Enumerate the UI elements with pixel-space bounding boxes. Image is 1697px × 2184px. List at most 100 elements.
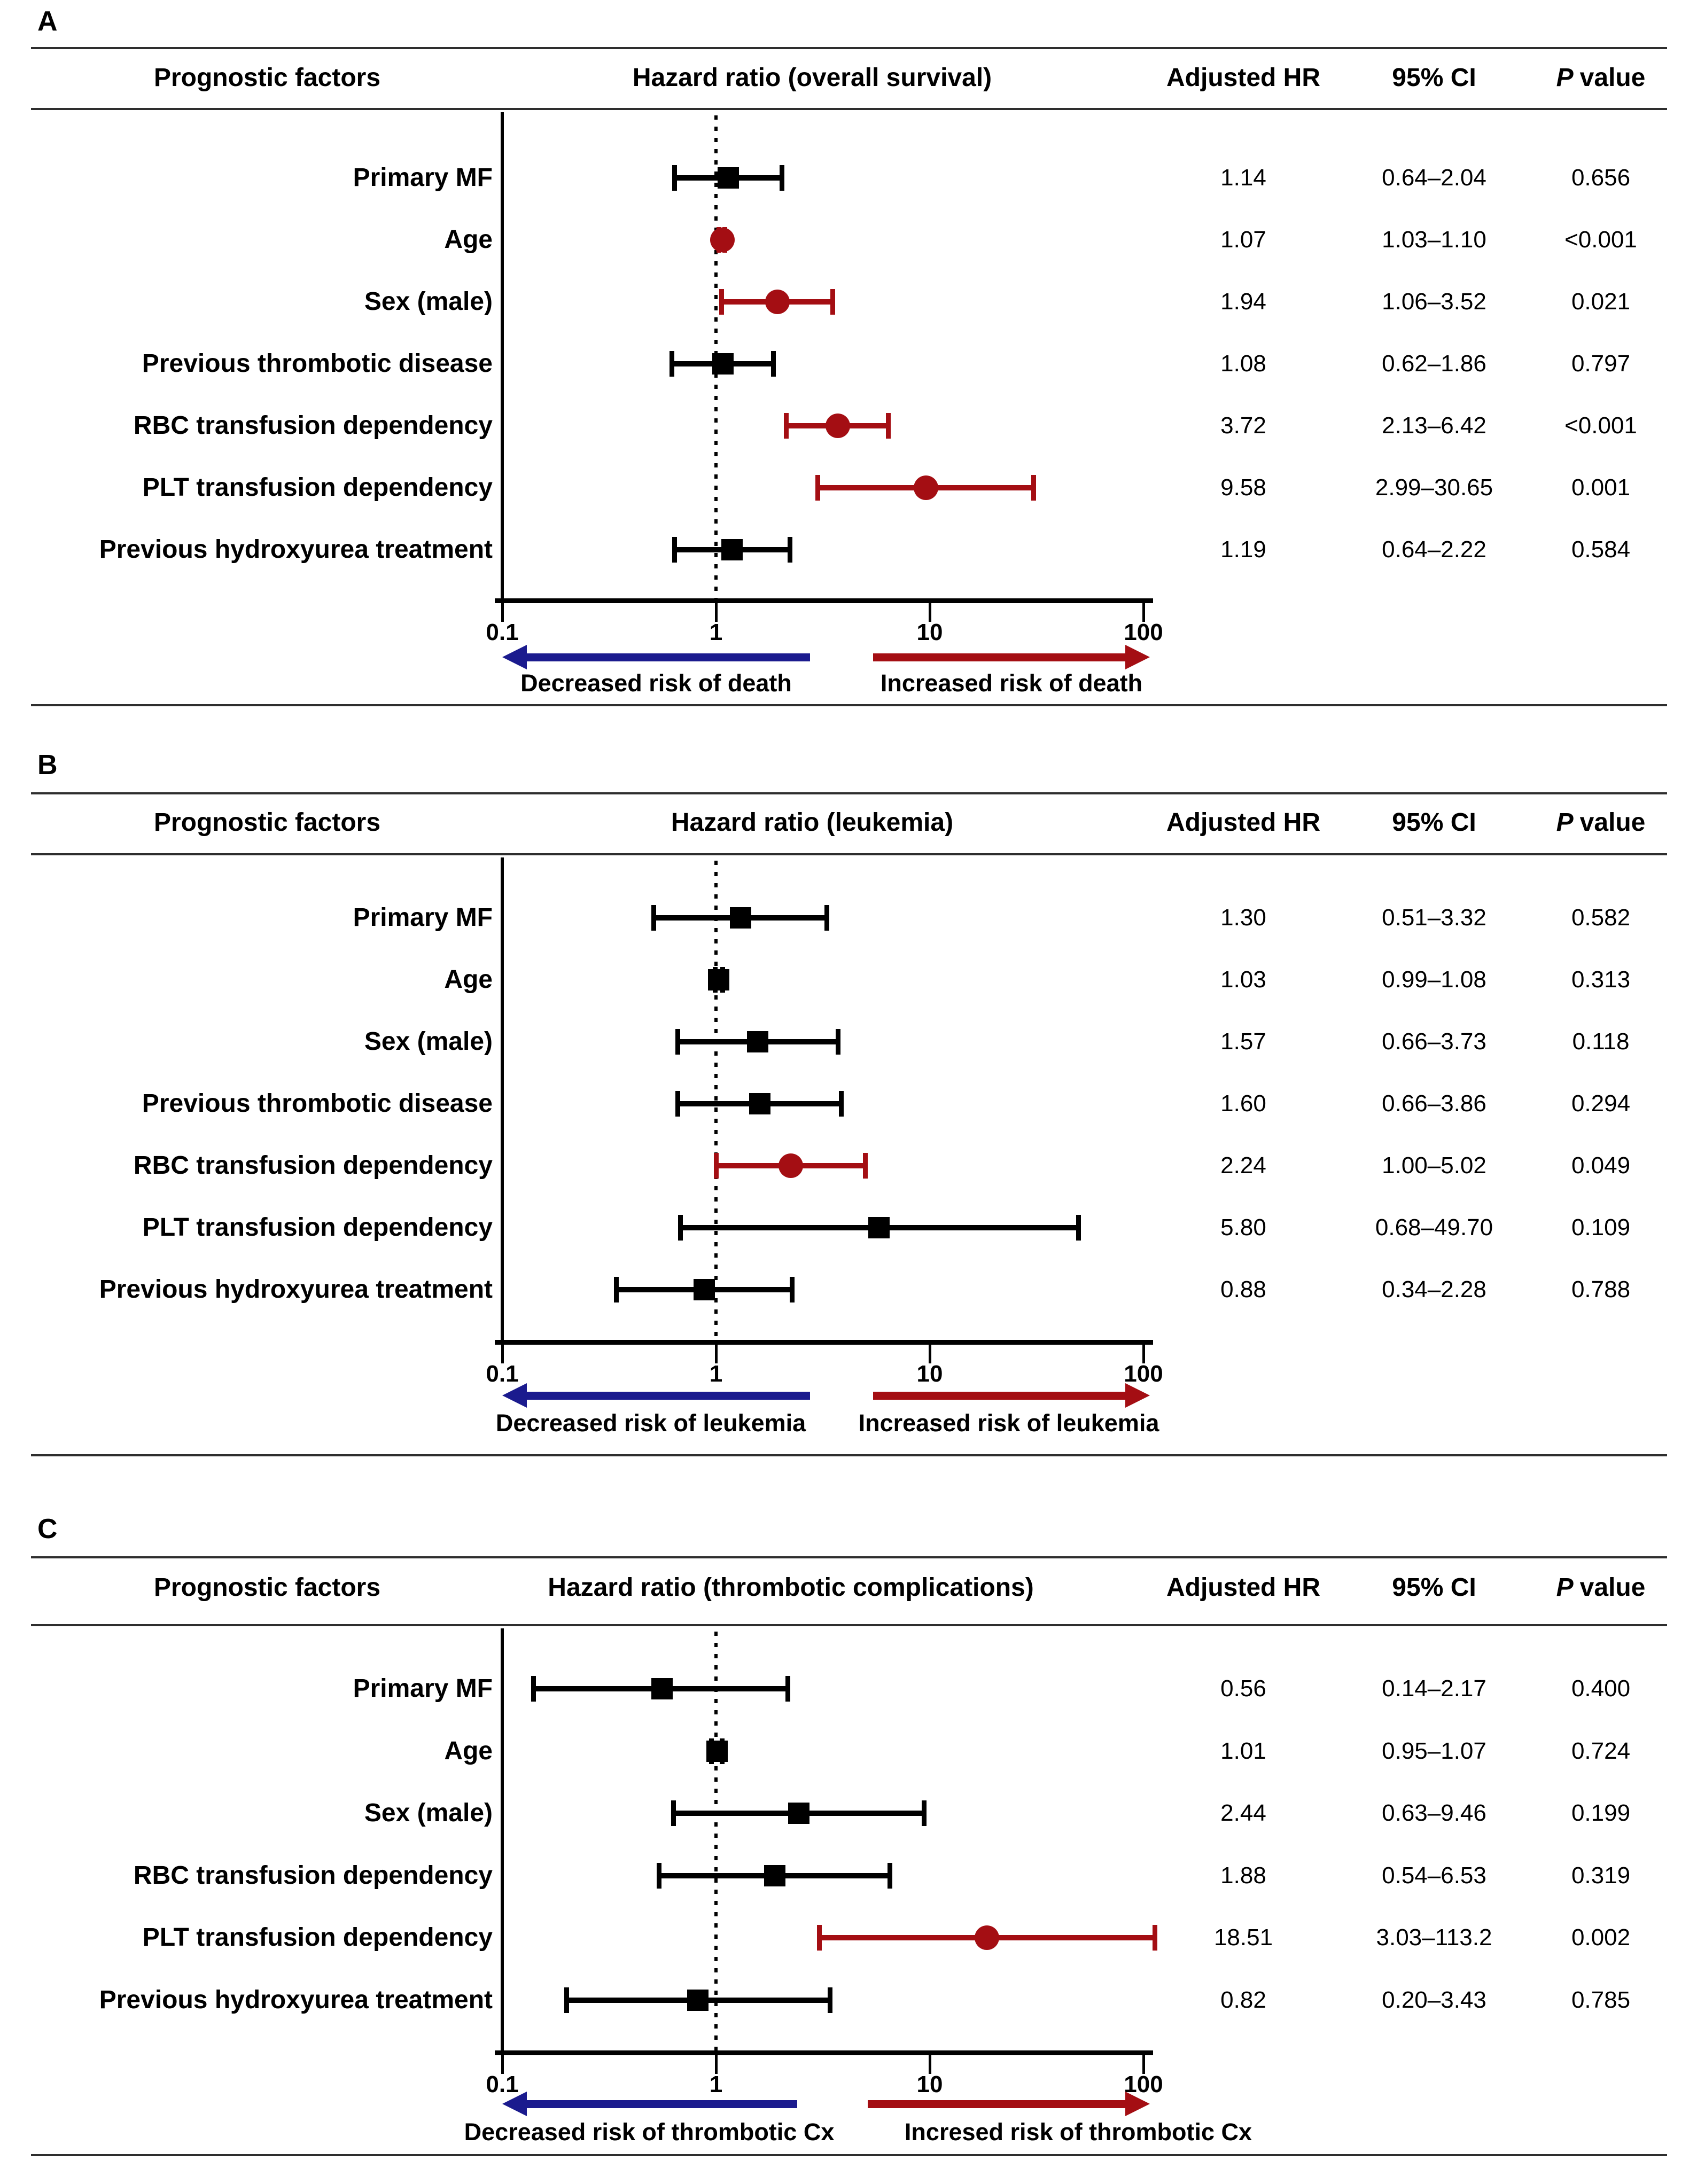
- ci-cap-left: [816, 1925, 822, 1951]
- ci-value: 2.99–30.65: [1375, 474, 1493, 501]
- p-value: 0.797: [1571, 350, 1631, 377]
- ci-cap-left: [669, 351, 674, 377]
- ci-cap-right: [1152, 1925, 1157, 1951]
- ci-value: 2.13–6.42: [1382, 412, 1486, 439]
- arrow-label-decreased-risk: Decreased risk of death: [520, 669, 792, 697]
- x-axis-tick: [501, 2050, 504, 2074]
- factor-label: RBC transfusion dependency: [133, 1151, 493, 1180]
- x-axis-line: [495, 598, 1153, 603]
- point-marker: [779, 1153, 804, 1178]
- ci-cap-right: [779, 165, 784, 191]
- arrow-label-decreased-risk: Decreased risk of thrombotic Cx: [464, 2118, 835, 2146]
- ci-value: 0.95–1.07: [1382, 1738, 1486, 1764]
- factor-label: Sex (male): [364, 1027, 493, 1056]
- ci-value: 1.00–5.02: [1382, 1152, 1486, 1179]
- divider: [31, 792, 1667, 794]
- increased-risk-arrow-head: [1125, 1383, 1150, 1408]
- ci-value: 0.20–3.43: [1382, 1987, 1486, 2013]
- factor-label: Previous thrombotic disease: [142, 1089, 493, 1118]
- x-axis-tick: [1142, 598, 1145, 622]
- p-value: <0.001: [1564, 227, 1637, 253]
- ci-value: 1.06–3.52: [1382, 288, 1486, 315]
- axis-tick-label: 0.1: [486, 619, 519, 645]
- ci-cap-left: [815, 475, 821, 501]
- column-header-ci: 95% CI: [1392, 64, 1476, 92]
- axis-tick-label: 1: [709, 1361, 723, 1387]
- ci-value: 0.66–3.86: [1382, 1090, 1486, 1117]
- x-axis-tick: [929, 2050, 931, 2074]
- p-value: <0.001: [1564, 412, 1637, 439]
- increased-risk-arrow-head: [1125, 2092, 1150, 2116]
- ci-cap-right: [770, 351, 776, 377]
- factor-label: RBC transfusion dependency: [133, 411, 493, 440]
- column-header-adjusted-hr: Adjusted HR: [1166, 1573, 1320, 1602]
- ci-cap-right: [787, 537, 792, 563]
- divider: [31, 1556, 1667, 1558]
- p-value: 0.724: [1571, 1738, 1631, 1764]
- panel-title: Hazard ratio (overall survival): [632, 64, 992, 92]
- decreased-risk-arrow-body: [525, 1392, 810, 1400]
- p-value: 0.313: [1571, 966, 1631, 993]
- x-axis-line: [495, 2050, 1153, 2055]
- ci-cap-right: [838, 1091, 844, 1117]
- point-marker: [788, 1803, 809, 1824]
- adjusted-hr-value: 0.56: [1220, 1675, 1266, 1702]
- point-marker: [687, 1990, 709, 2011]
- p-value-italic: P: [1556, 64, 1574, 92]
- column-header-prognostic-factors: Prognostic factors: [153, 1573, 381, 1602]
- factor-label: Primary MF: [353, 163, 493, 192]
- p-value: 0.109: [1571, 1214, 1631, 1241]
- factor-label: PLT transfusion dependency: [142, 473, 493, 502]
- p-value-word: value: [1579, 808, 1646, 837]
- ci-cap-left: [656, 1863, 661, 1889]
- p-value: 0.582: [1571, 904, 1631, 931]
- factor-label: Primary MF: [353, 903, 493, 932]
- ci-value: 0.34–2.28: [1382, 1276, 1486, 1302]
- ci-cap-right: [922, 1800, 927, 1826]
- arrow-label-increased-risk: Increased risk of leukemia: [858, 1409, 1159, 1437]
- column-header-ci: 95% CI: [1392, 1573, 1476, 1602]
- x-axis-tick: [1142, 2050, 1145, 2074]
- ci-value: 0.14–2.17: [1382, 1675, 1486, 1702]
- divider: [31, 2154, 1667, 2156]
- point-marker: [721, 539, 743, 560]
- factor-label: Sex (male): [364, 287, 493, 316]
- axis-tick-label: 1: [709, 619, 723, 645]
- increased-risk-arrow-body: [868, 2100, 1127, 2108]
- adjusted-hr-value: 1.30: [1220, 904, 1266, 931]
- decreased-risk-arrow-body: [525, 2100, 797, 2108]
- arrow-label-decreased-risk: Decreased risk of leukemia: [495, 1409, 806, 1437]
- p-value-word: value: [1579, 64, 1646, 92]
- y-axis-line: [501, 112, 504, 602]
- ci-cap-right: [790, 1277, 795, 1302]
- p-value: 0.785: [1571, 1987, 1631, 2013]
- ci-cap-right: [828, 1987, 833, 2013]
- divider: [31, 108, 1667, 110]
- x-axis-tick: [715, 2050, 718, 2074]
- y-axis-line: [501, 857, 504, 1343]
- factor-label: Previous thrombotic disease: [142, 349, 493, 378]
- p-value: 0.400: [1571, 1675, 1631, 1702]
- point-marker: [913, 475, 938, 500]
- panel-title: Hazard ratio (leukemia): [671, 808, 954, 837]
- decreased-risk-arrow-head: [502, 1383, 527, 1408]
- point-marker: [708, 969, 730, 990]
- point-marker: [826, 414, 851, 438]
- point-marker: [765, 290, 790, 314]
- divider: [31, 1624, 1667, 1626]
- ci-value: 0.54–6.53: [1382, 1862, 1486, 1889]
- p-value-italic: P: [1556, 1573, 1574, 1602]
- reference-line-hr1: [714, 861, 718, 1340]
- p-value: 0.002: [1571, 1924, 1631, 1951]
- p-value: 0.049: [1571, 1152, 1631, 1179]
- factor-label: Previous hydroxyurea treatment: [99, 1986, 493, 2014]
- p-value: 0.656: [1571, 165, 1631, 191]
- ci-cap-left: [675, 1091, 680, 1117]
- p-value: 0.294: [1571, 1090, 1631, 1117]
- ci-value: 0.64–2.22: [1382, 536, 1486, 563]
- column-header-prognostic-factors: Prognostic factors: [153, 64, 381, 92]
- factor-label: Age: [444, 965, 493, 994]
- ci-cap-right: [1031, 475, 1036, 501]
- ci-cap-right: [824, 905, 830, 931]
